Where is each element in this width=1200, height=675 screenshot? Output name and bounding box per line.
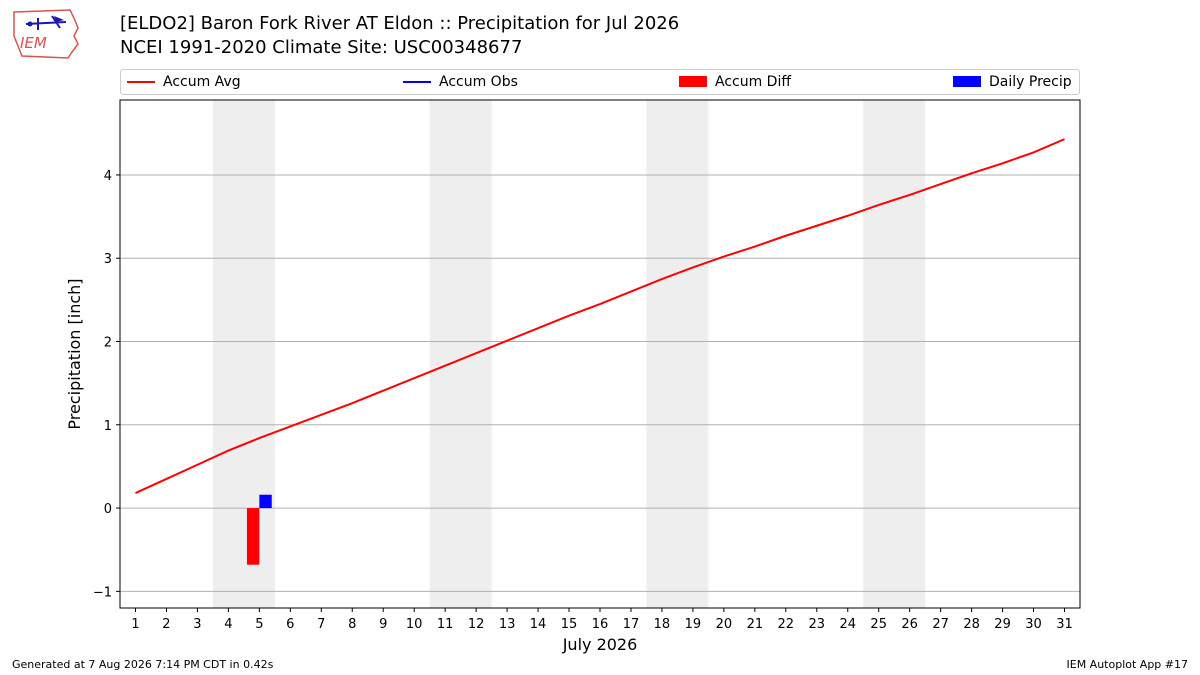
x-tick-label-24: 25	[870, 617, 887, 632]
chart-title: [ELDO2] Baron Fork River AT Eldon :: Pre…	[120, 13, 680, 34]
x-tick-label-0: 1	[131, 617, 139, 632]
x-tick-label-17: 18	[654, 617, 671, 632]
legend-label-accum-avg: Accum Avg	[163, 74, 241, 90]
x-tick-label-14: 15	[561, 617, 578, 632]
x-tick-label-26: 27	[932, 617, 949, 632]
weekend-shade-0	[212, 100, 275, 608]
y-tick-label-2: 1	[104, 419, 112, 434]
bar-daily-precip-0	[259, 494, 272, 509]
footer-app-id: IEM Autoplot App #17	[1066, 658, 1189, 671]
line-accum-avg	[135, 138, 1065, 494]
y-tick-label-4: 3	[104, 252, 112, 267]
weekend-shade-2	[646, 100, 709, 608]
x-tick-label-8: 9	[379, 617, 387, 632]
x-tick-label-20: 21	[747, 617, 764, 632]
x-tick-label-7: 8	[348, 617, 356, 632]
x-tick-label-13: 14	[530, 617, 547, 632]
x-tick-label-28: 29	[994, 617, 1011, 632]
x-tick-label-2: 3	[193, 617, 201, 632]
legend-swatch-accum-diff	[679, 76, 707, 87]
x-tick-label-12: 13	[499, 617, 516, 632]
x-tick-label-21: 22	[778, 617, 795, 632]
x-tick-label-5: 6	[286, 617, 294, 632]
weekend-shade-3	[863, 100, 926, 608]
x-tick-label-29: 30	[1025, 617, 1042, 632]
chart-subtitle: NCEI 1991-2020 Climate Site: USC00348677	[120, 37, 523, 58]
legend-label-accum-obs: Accum Obs	[439, 74, 518, 90]
legend-swatch-daily-precip	[953, 76, 981, 87]
x-tick-label-18: 19	[685, 617, 702, 632]
x-tick-label-27: 28	[963, 617, 980, 632]
x-axis-label: July 2026	[562, 635, 638, 654]
x-tick-label-11: 12	[468, 617, 485, 632]
x-tick-label-9: 10	[406, 617, 423, 632]
x-tick-label-16: 17	[623, 617, 640, 632]
legend-swatch-accum-obs	[403, 81, 431, 83]
x-tick-label-3: 4	[224, 617, 232, 632]
y-tick-label-3: 2	[104, 336, 112, 351]
y-tick-label-5: 4	[104, 169, 112, 184]
x-tick-label-4: 5	[255, 617, 263, 632]
x-tick-label-25: 26	[901, 617, 918, 632]
iem-logo: IEM	[8, 6, 82, 60]
y-axis-label: Precipitation [inch]	[65, 278, 84, 429]
x-tick-label-30: 31	[1056, 617, 1073, 632]
y-tick-label-0: −1	[93, 585, 112, 600]
x-tick-label-10: 11	[437, 617, 454, 632]
y-tick-label-1: 0	[104, 502, 112, 517]
x-tick-label-23: 24	[839, 617, 856, 632]
x-tick-label-6: 7	[317, 617, 325, 632]
legend: Accum Avg Accum Obs Accum Diff Daily Pre…	[120, 69, 1080, 95]
x-tick-label-22: 23	[809, 617, 826, 632]
legend-swatch-accum-avg	[127, 81, 155, 83]
x-tick-label-1: 2	[162, 617, 170, 632]
x-tick-label-19: 20	[716, 617, 733, 632]
logo-text: IEM	[20, 34, 47, 52]
legend-label-daily-precip: Daily Precip	[989, 74, 1072, 90]
x-tick-label-15: 16	[592, 617, 609, 632]
weekend-shade-1	[429, 100, 492, 608]
legend-label-accum-diff: Accum Diff	[715, 74, 792, 90]
bar-accum-diff-0	[246, 508, 260, 565]
footer-generated: Generated at 7 Aug 2026 7:14 PM CDT in 0…	[12, 658, 274, 671]
